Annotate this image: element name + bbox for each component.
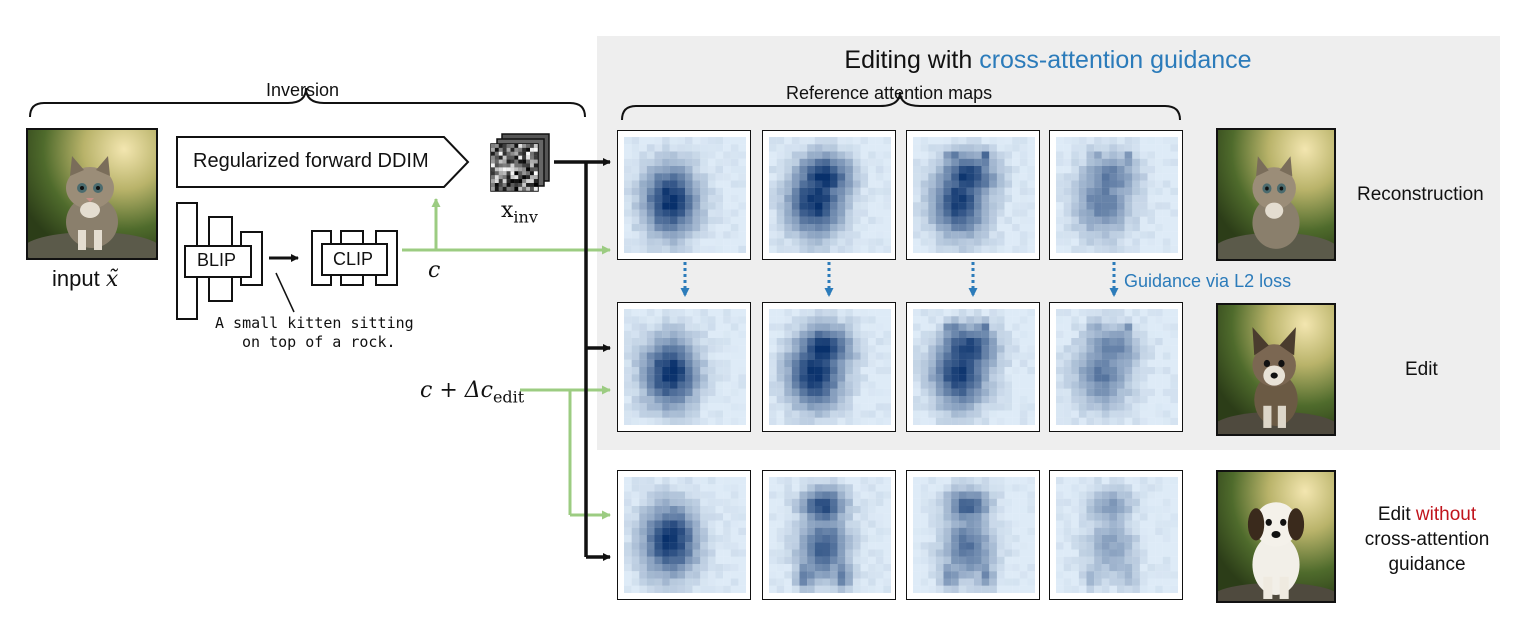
clip-label: CLIP bbox=[333, 249, 374, 269]
caption-line-1: A small kitten sitting bbox=[215, 314, 414, 332]
panel-title: Editing with cross-attention guidance bbox=[844, 46, 1252, 74]
reference-label: Reference attention maps bbox=[786, 83, 993, 103]
caption-pointer bbox=[275, 272, 295, 313]
attention-map-r2-c3 bbox=[906, 302, 1040, 432]
attention-map-r2-c4 bbox=[1049, 302, 1183, 432]
edit-output-image bbox=[1216, 303, 1336, 436]
xinv-label: xinv bbox=[501, 198, 538, 227]
row-label-edit: Edit bbox=[1405, 359, 1438, 380]
row-label-reconstruction: Reconstruction bbox=[1357, 184, 1484, 205]
row-label-unguided-line2: cross-attention bbox=[1364, 529, 1490, 550]
reference-bracket bbox=[621, 91, 1181, 121]
input-kitten-image bbox=[26, 128, 158, 260]
panel-title-highlight: cross-attention guidance bbox=[979, 46, 1252, 74]
attention-map-r1-c3 bbox=[906, 130, 1040, 260]
attention-map-r1-c2 bbox=[762, 130, 896, 260]
forward-ddim-label: Regularized forward DDIM bbox=[193, 150, 429, 172]
row-label-unguided-line3: guidance bbox=[1388, 554, 1466, 575]
caption-line-2: on top of a rock. bbox=[242, 333, 396, 351]
without-highlight: without bbox=[1415, 504, 1477, 525]
blip-module bbox=[176, 202, 263, 320]
row-label-unguided: Edit without cross-attention guidance bbox=[1358, 502, 1496, 577]
clip-module bbox=[311, 230, 398, 286]
guidance-label: Guidance via L2 loss bbox=[1124, 271, 1292, 291]
attention-map-r2-c1 bbox=[617, 302, 751, 432]
attention-map-r1-c1 bbox=[617, 130, 751, 260]
inversion-bracket bbox=[29, 87, 586, 118]
inversion-label: Inversion bbox=[266, 80, 340, 100]
attention-map-r3-c2 bbox=[762, 470, 896, 600]
reconstruction-output-image bbox=[1216, 128, 1336, 261]
c-edit-label: c + Δcedit bbox=[420, 378, 525, 407]
input-label: input x̃ bbox=[52, 266, 119, 292]
forward-ddim-box bbox=[176, 136, 470, 188]
input-symbol: x̃ bbox=[105, 267, 119, 292]
attention-map-r3-c3 bbox=[906, 470, 1040, 600]
blip-label: BLIP bbox=[197, 250, 237, 270]
row-label-unguided-line1: Edit without bbox=[1377, 504, 1477, 525]
c-label: c bbox=[428, 258, 441, 283]
unguided-output-image bbox=[1216, 470, 1336, 603]
attention-map-r3-c4 bbox=[1049, 470, 1183, 600]
attention-map-r1-c4 bbox=[1049, 130, 1183, 260]
xinv-noise-stack bbox=[490, 133, 550, 192]
attention-map-r2-c2 bbox=[762, 302, 896, 432]
attention-map-r3-c1 bbox=[617, 470, 751, 600]
